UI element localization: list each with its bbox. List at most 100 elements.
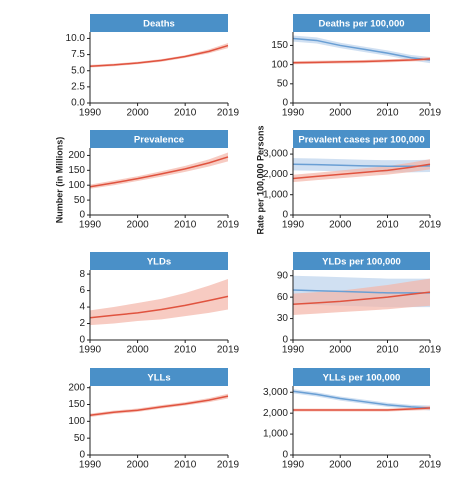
- right-axis-label: Rate per 100,000 Persons: [255, 125, 265, 234]
- x-tick-label: 2010: [376, 108, 399, 119]
- y-tick-label: 200: [68, 382, 85, 393]
- y-tick-label: 0: [79, 210, 85, 221]
- uncertainty-band: [90, 279, 228, 326]
- y-tick-label: 1,000: [263, 189, 288, 200]
- x-tick-label: 2019: [419, 108, 442, 119]
- x-tick-label: 2010: [376, 220, 399, 231]
- line: [89, 44, 229, 67]
- y-tick-label: 100: [68, 180, 85, 191]
- x-tick-label: 1990: [79, 108, 102, 119]
- x-tick-label: 2019: [419, 220, 442, 231]
- x-tick-label: 1990: [79, 220, 102, 231]
- line: [292, 37, 431, 61]
- panel-title: Prevalence: [134, 135, 184, 146]
- x-tick-label: 2010: [376, 345, 399, 356]
- x-tick-label: 2019: [217, 108, 240, 119]
- panel-title-bar: [90, 252, 228, 270]
- panel-title: Deaths per 100,000: [318, 19, 404, 30]
- y-tick-label: 3,000: [263, 149, 288, 160]
- line: [292, 289, 430, 294]
- x-tick-label: 2010: [174, 108, 197, 119]
- y-tick-label: 3,000: [263, 387, 288, 398]
- y-tick-label: 2,000: [263, 169, 288, 180]
- y-tick-label: 2,000: [263, 408, 288, 419]
- x-tick-label: 1990: [282, 345, 305, 356]
- line: [292, 390, 431, 409]
- x-tick-label: 2000: [126, 345, 149, 356]
- x-tick-label: 2010: [174, 220, 197, 231]
- panel-title-bar: [90, 14, 228, 32]
- panel-title-bar: [90, 130, 228, 148]
- y-tick-label: 10.0: [66, 33, 86, 44]
- panel-title-bar: [90, 368, 228, 386]
- x-tick-label: 1990: [282, 460, 305, 471]
- x-tick-label: 2000: [126, 108, 149, 119]
- x-tick-label: 1990: [282, 108, 305, 119]
- x-tick-label: 2019: [419, 460, 442, 471]
- y-tick-label: 0: [282, 335, 288, 346]
- uncertainty-band: [90, 42, 228, 68]
- line: [293, 407, 431, 411]
- panel-title: YLDs per 100,000: [322, 257, 401, 268]
- uncertainty-band: [293, 278, 430, 315]
- y-tick-label: 6: [79, 285, 85, 296]
- uncertainty-band: [90, 393, 228, 417]
- x-tick-label: 2000: [329, 220, 352, 231]
- y-tick-label: 200: [68, 150, 85, 161]
- uncertainty-band: [293, 159, 430, 183]
- x-tick-label: 2000: [329, 108, 352, 119]
- y-tick-label: 0: [282, 210, 288, 221]
- y-tick-label: 150: [271, 40, 288, 51]
- x-tick-label: 2010: [174, 345, 197, 356]
- x-tick-label: 2000: [329, 460, 352, 471]
- y-tick-label: 2.5: [71, 82, 85, 93]
- x-tick-label: 1990: [79, 460, 102, 471]
- y-tick-label: 4: [79, 302, 85, 313]
- y-tick-label: 100: [271, 59, 288, 70]
- y-tick-label: 0: [282, 450, 288, 461]
- panel-title-bar: [293, 14, 430, 32]
- y-tick-label: 100: [68, 416, 85, 427]
- x-tick-label: 1990: [79, 345, 102, 356]
- y-tick-label: 1,000: [263, 429, 288, 440]
- x-tick-label: 2019: [217, 345, 240, 356]
- line: [292, 58, 431, 64]
- y-tick-label: 2: [79, 318, 85, 329]
- y-tick-label: 0: [79, 450, 85, 461]
- line: [292, 291, 431, 306]
- y-tick-label: 50: [74, 195, 86, 206]
- x-tick-label: 2010: [174, 460, 197, 471]
- x-tick-label: 1990: [282, 220, 305, 231]
- line: [292, 163, 431, 180]
- y-tick-label: 8: [79, 269, 85, 280]
- panel-title-bar: [293, 252, 430, 270]
- x-tick-label: 2019: [419, 345, 442, 356]
- x-tick-label: 2000: [329, 345, 352, 356]
- x-tick-label: 2000: [126, 220, 149, 231]
- panel-title: YLDs: [147, 257, 171, 268]
- panel-title: Prevalent cases per 100,000: [298, 135, 424, 146]
- x-tick-label: 2000: [126, 460, 149, 471]
- panel-title: YLLs: [147, 373, 170, 384]
- y-tick-label: 7.5: [71, 49, 85, 60]
- y-tick-label: 0: [79, 335, 85, 346]
- y-tick-label: 0.0: [71, 98, 85, 109]
- y-tick-label: 150: [68, 399, 85, 410]
- y-tick-label: 50: [74, 433, 86, 444]
- y-tick-label: 0: [282, 98, 288, 109]
- line: [89, 395, 229, 417]
- panel-title: Deaths: [143, 19, 175, 30]
- line: [292, 163, 431, 168]
- y-tick-label: 90: [277, 270, 289, 281]
- y-tick-label: 5.0: [71, 65, 85, 76]
- panel-title-bar: [293, 130, 430, 148]
- line: [89, 295, 229, 319]
- x-tick-label: 2010: [376, 460, 399, 471]
- left-axis-label: Number (in Millions): [54, 137, 64, 224]
- uncertainty-band: [90, 152, 228, 189]
- panel-title-bar: [293, 368, 430, 386]
- y-tick-label: 30: [277, 313, 289, 324]
- panel-title: YLLs per 100,000: [323, 373, 401, 384]
- y-tick-label: 50: [277, 78, 289, 89]
